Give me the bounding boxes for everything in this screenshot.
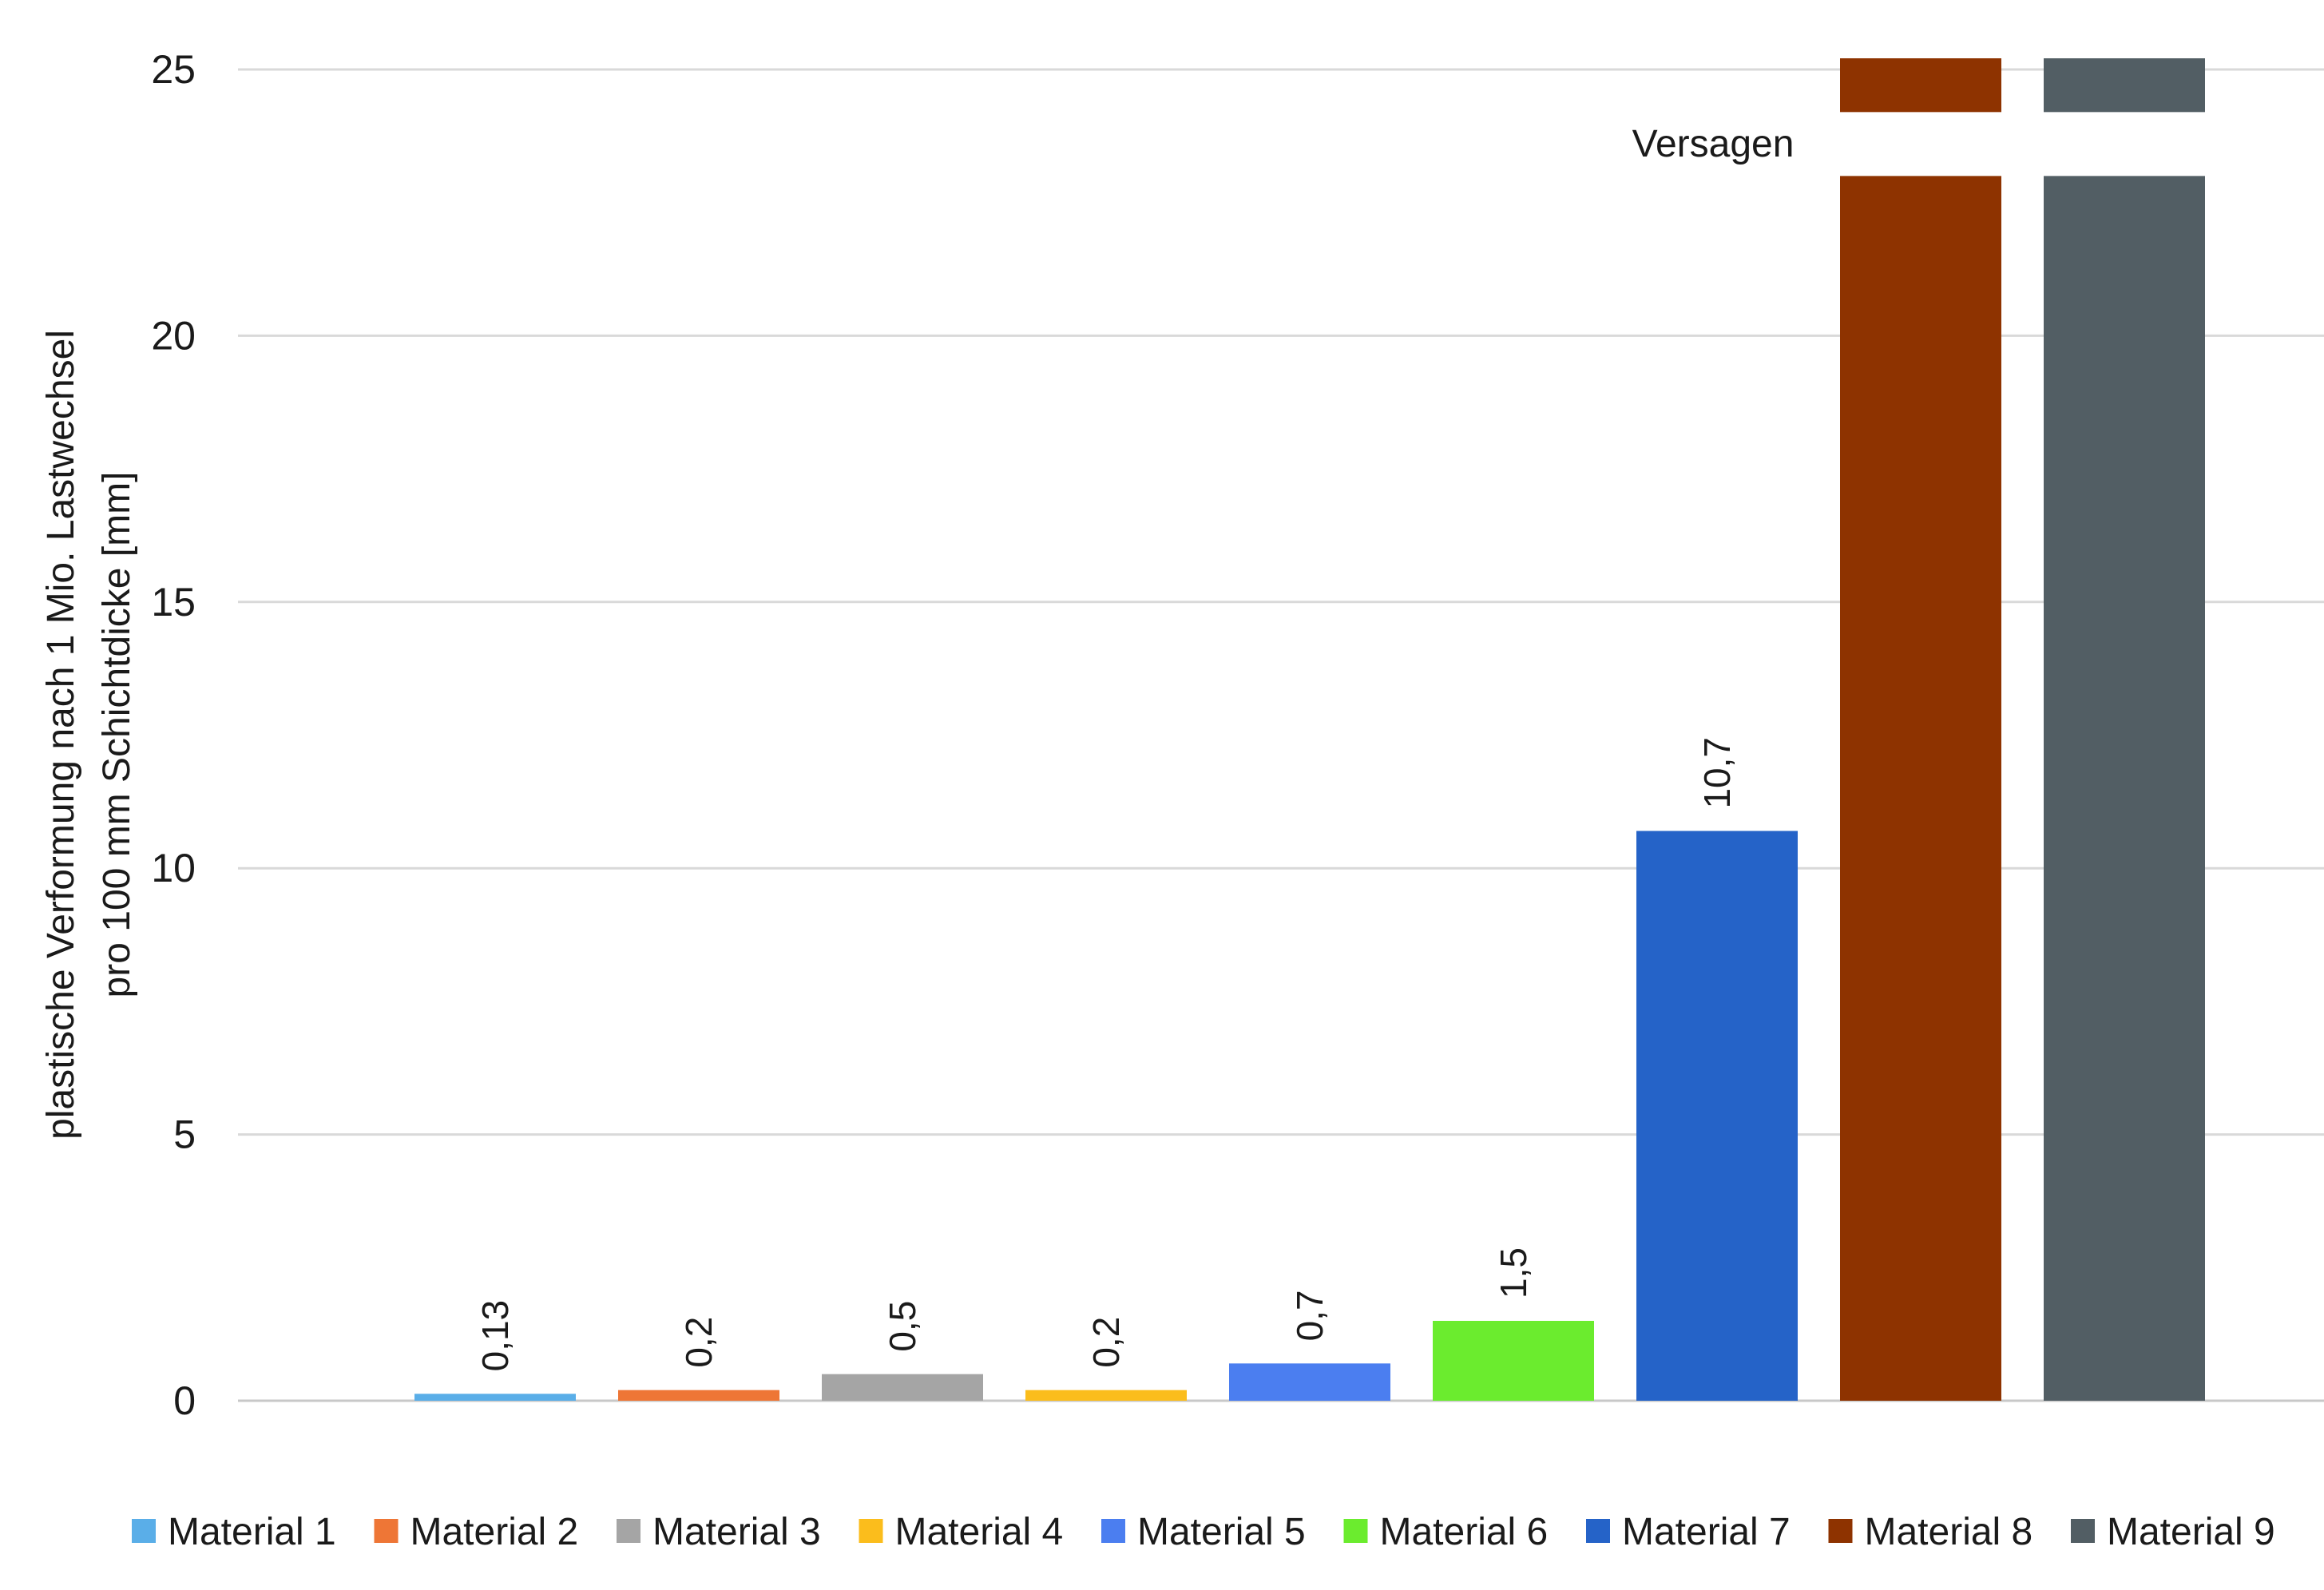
legend-label-1: Material 1 <box>168 1511 336 1553</box>
bar-1 <box>414 1394 576 1401</box>
legend-label-9: Material 9 <box>2107 1511 2275 1553</box>
legend-swatch-7 <box>1586 1519 1610 1543</box>
y-tick-label: 15 <box>151 580 196 625</box>
y-tick-label: 20 <box>151 313 196 358</box>
legend-label-2: Material 2 <box>410 1511 579 1553</box>
legend-swatch-8 <box>1828 1519 1853 1543</box>
bars <box>414 58 2205 1402</box>
bar-6 <box>1433 1320 1594 1401</box>
legend-swatch-5 <box>1101 1519 1125 1543</box>
bar-7 <box>1636 831 1798 1401</box>
legend-label-3: Material 3 <box>652 1511 821 1553</box>
y-axis-label: plastische Verformung nach 1 Mio. Lastwe… <box>40 330 138 1140</box>
bar-4 <box>1025 1390 1187 1401</box>
bar-3 <box>822 1374 983 1401</box>
y-tick-label: 0 <box>173 1378 196 1423</box>
data-labels: 0,13 0,2 0,5 0,2 0,7 1,5 10,7 <box>474 737 1738 1371</box>
legend-swatch-3 <box>617 1519 640 1543</box>
data-label-1: 0,13 <box>474 1300 516 1372</box>
bar-9 <box>2044 176 2205 1402</box>
data-label-2: 0,2 <box>678 1317 720 1368</box>
y-axis-ticks: 0 5 10 15 20 25 <box>151 47 196 1423</box>
legend-swatch-4 <box>859 1519 883 1543</box>
legend-label-6: Material 6 <box>1380 1511 1549 1553</box>
bar-2 <box>618 1390 779 1401</box>
legend-swatch-2 <box>374 1519 399 1543</box>
bar-9-top <box>2044 58 2205 113</box>
y-tick-label: 25 <box>151 47 196 92</box>
legend-label-5: Material 5 <box>1137 1511 1306 1553</box>
bar-5 <box>1229 1363 1390 1401</box>
legend-swatch-1 <box>132 1519 156 1543</box>
legend-label-8: Material 8 <box>1865 1511 2033 1553</box>
data-label-5: 0,7 <box>1289 1290 1331 1341</box>
y-axis-label-line-2: pro 100 mm Schichtdicke [mm] <box>96 472 138 998</box>
bar-8 <box>1840 176 2001 1402</box>
y-tick-label: 5 <box>173 1112 196 1157</box>
annotation-versagen: Versagen <box>1632 123 1795 165</box>
gridlines <box>238 68 2324 1402</box>
legend-label-7: Material 7 <box>1622 1511 1791 1553</box>
legend-label-4: Material 4 <box>895 1511 1064 1553</box>
data-label-4: 0,2 <box>1085 1317 1127 1368</box>
bar-8-top <box>1840 58 2001 113</box>
data-label-3: 0,5 <box>882 1301 923 1352</box>
legend-swatch-9 <box>2071 1519 2095 1543</box>
data-label-7: 10,7 <box>1696 737 1738 809</box>
legend: Material 1 Material 2 Material 3 Material 4… <box>132 1511 2275 1553</box>
legend-swatch-6 <box>1343 1519 1368 1543</box>
y-tick-label: 10 <box>151 846 196 890</box>
y-axis-label-line-1: plastische Verformung nach 1 Mio. Lastwe… <box>40 330 82 1140</box>
data-label-6: 1,5 <box>1493 1247 1534 1299</box>
